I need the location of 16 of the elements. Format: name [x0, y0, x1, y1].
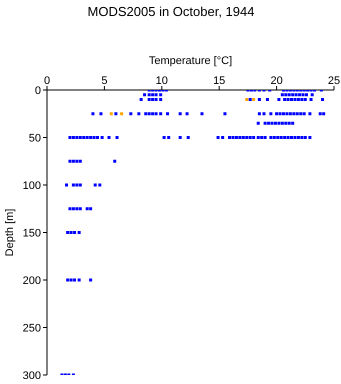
x-tick-label: 15	[213, 75, 226, 87]
y-tick-label: 50	[28, 132, 41, 144]
y-tick-label: 300	[22, 370, 41, 382]
y-tick-label: 250	[22, 322, 41, 334]
y-tick-label: 0	[34, 84, 41, 97]
x-tick-label: 0	[44, 75, 50, 87]
y-axis-title: Depth [m]	[4, 208, 16, 256]
x-tick-label: 20	[270, 75, 283, 87]
x-tick-label: 10	[156, 75, 168, 87]
x-tick-label: 5	[101, 75, 108, 87]
y-tick-label: 200	[22, 274, 41, 287]
y-tick-label: 100	[22, 180, 41, 192]
x-axis-title: Temperature [°C]	[148, 54, 232, 67]
y-tick-label: 150	[22, 227, 41, 240]
x-tick-label: 25	[328, 75, 340, 87]
chart-title: MODS2005 in October, 1944	[86, 3, 256, 21]
